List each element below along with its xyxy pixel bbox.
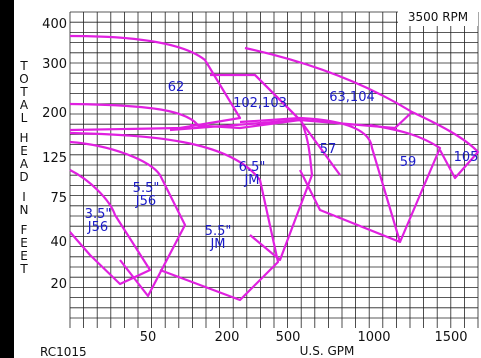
axes: 400 300 200 125 75 40 20 50 200 500 1000 1500 U.S. G… — [14, 6, 478, 358]
curve-5-5-jm — [69, 131, 280, 302]
y-tick-label: 200 — [42, 106, 67, 121]
y-title-bg — [14, 56, 34, 318]
model-label: RC1015 — [40, 345, 87, 358]
curve-3-5-j56 — [69, 169, 152, 286]
curve-5-5-j56 — [69, 140, 187, 298]
x-tick-label: 50 — [140, 330, 157, 345]
curve-label: 63,104 — [329, 90, 375, 105]
x-tick-label: 500 — [276, 330, 301, 345]
curve-label: JM — [243, 173, 259, 188]
curve-label: 3.5" — [85, 207, 112, 222]
curve-57 — [299, 116, 402, 244]
curve-base-fan-1 — [69, 102, 201, 129]
curve-label: J56 — [87, 220, 108, 235]
chart-panel — [14, 0, 481, 358]
curve-62 — [69, 34, 242, 132]
rpm-label: 3500 RPM — [408, 10, 468, 24]
curve-label: 102,103 — [233, 96, 287, 111]
curve-59 — [369, 123, 442, 243]
x-tick-label: 1000 — [357, 330, 390, 345]
curve-label: 105 — [454, 150, 479, 165]
y-tick-label: 300 — [42, 57, 67, 72]
y-tick-label: 125 — [42, 151, 67, 166]
curve-label: 5.5" — [133, 181, 160, 196]
x-tick-label: 200 — [215, 330, 240, 345]
y-tick-label: 20 — [50, 277, 67, 292]
curve-label: 6.5" — [239, 160, 266, 175]
x-tick-label: 1500 — [434, 330, 467, 345]
y-tick-label: 75 — [50, 191, 67, 206]
curve-label: 59 — [400, 155, 417, 170]
curve-label: 57 — [320, 142, 337, 157]
curve-label: J56 — [135, 194, 156, 209]
curve-base-fan-2 — [169, 118, 341, 176]
curve-label: 5.5" — [205, 224, 232, 239]
curve-63-104 — [244, 46, 414, 130]
curves — [69, 34, 480, 302]
curve-label: JM — [209, 237, 225, 252]
y-tick-label: 400 — [42, 17, 67, 32]
rpm-label-box — [398, 6, 478, 26]
curve-label: 62 — [168, 80, 185, 95]
curve-105 — [411, 111, 480, 180]
x-axis-title: U.S. GPM — [300, 344, 355, 358]
y-tick-label: 40 — [50, 235, 67, 250]
